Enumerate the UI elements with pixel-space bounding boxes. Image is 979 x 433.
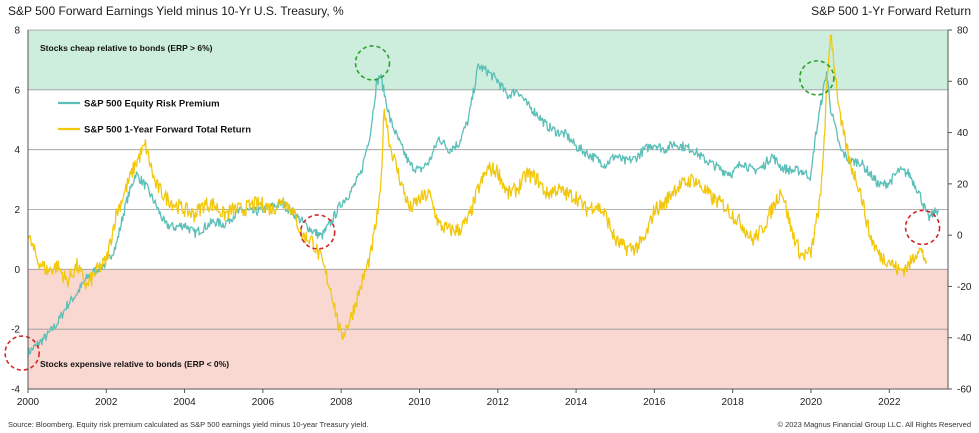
labels-layer: Stocks cheap relative to bonds (ERP > 6%… [11, 26, 972, 409]
left-tick-label-0: -4 [11, 385, 20, 396]
x-tick-label-0: 2000 [17, 397, 40, 408]
x-tick-label-2: 2004 [173, 397, 196, 408]
left-tick-label-3: 2 [14, 205, 20, 216]
left-tick-label-2: 0 [14, 265, 20, 276]
zone-label-1: Stocks expensive relative to bonds (ERP … [40, 359, 229, 369]
annotations-layer [4, 45, 941, 371]
annotation-circle-1 [799, 60, 835, 96]
x-tick-label-4: 2008 [330, 397, 353, 408]
right-tick-label-4: 20 [957, 179, 969, 190]
right-tick-label-1: -40 [957, 333, 972, 344]
right-tick-label-6: 60 [957, 77, 969, 88]
series-line-equity-risk-premium [27, 63, 939, 358]
x-tick-label-5: 2010 [408, 397, 431, 408]
zone-label-0: Stocks cheap relative to bonds (ERP > 6%… [40, 43, 213, 53]
legend-label-1: S&P 500 1-Year Forward Total Return [84, 125, 251, 136]
annotation-circle-0 [354, 45, 391, 81]
x-tick-label-6: 2012 [487, 397, 510, 408]
x-tick-label-1: 2002 [95, 397, 118, 408]
right-tick-label-0: -60 [957, 385, 972, 396]
axes-layer [27, 29, 952, 393]
right-tick-label-5: 40 [957, 128, 969, 139]
x-tick-label-8: 2016 [643, 397, 666, 408]
chart-title: S&P 500 Forward Earnings Yield minus 10-… [8, 4, 344, 18]
zone-band-0 [28, 30, 948, 90]
x-tick-label-11: 2022 [878, 397, 901, 408]
annotation-circle-3 [904, 209, 941, 246]
annotation-circle-2 [299, 214, 336, 250]
left-tick-label-5: 6 [14, 85, 20, 96]
legend-label-0: S&P 500 Equity Risk Premium [84, 99, 220, 110]
left-tick-label-4: 4 [14, 145, 20, 156]
x-tick-label-3: 2006 [252, 397, 275, 408]
left-tick-label-1: -2 [11, 325, 20, 336]
x-tick-label-10: 2020 [800, 397, 823, 408]
series-line-forward-return [27, 34, 928, 341]
right-tick-label-3: 0 [957, 231, 963, 242]
x-tick-label-9: 2018 [722, 397, 745, 408]
copyright-note: © 2023 Magnus Financial Group LLC. All R… [777, 420, 971, 429]
x-tick-label-7: 2014 [565, 397, 588, 408]
right-tick-label-2: -20 [957, 282, 972, 293]
right-tick-label-7: 80 [957, 26, 969, 37]
legend: S&P 500 Equity Risk Premium S&P 500 1-Yea… [58, 99, 251, 136]
right-axis-title: S&P 500 1-Yr Forward Return [811, 4, 971, 18]
annotation-circle-4 [4, 335, 40, 371]
left-tick-label-6: 8 [14, 26, 20, 37]
series-layer [27, 34, 939, 358]
source-note: Source: Bloomberg. Equity risk premium c… [8, 420, 369, 429]
